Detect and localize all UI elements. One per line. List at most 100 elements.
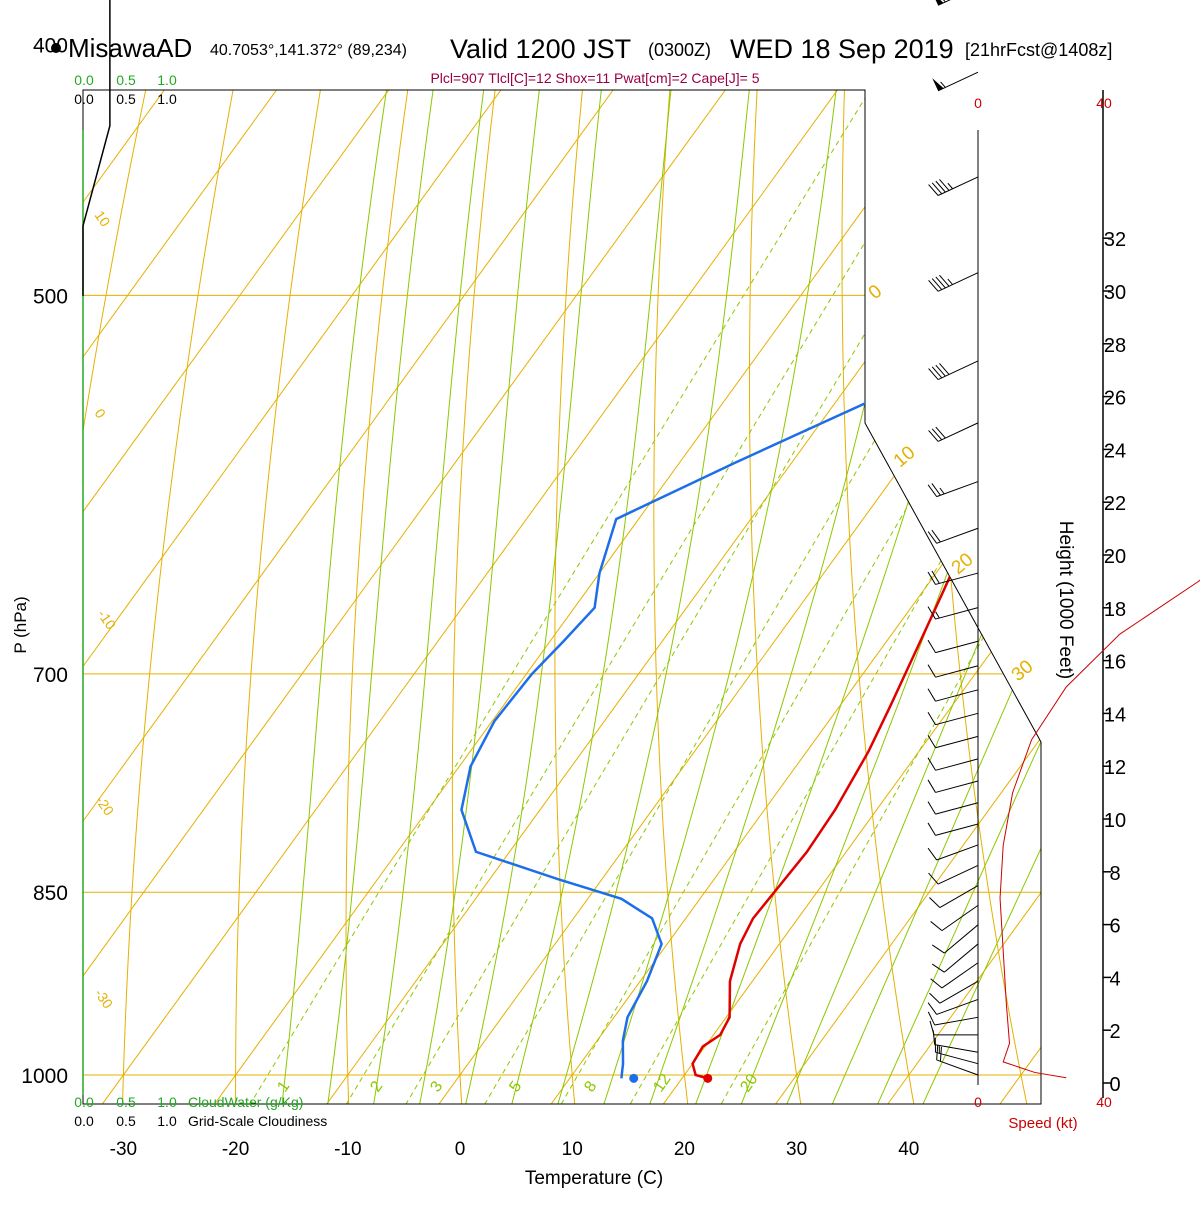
- cloudiness-tick-top: 1.0: [157, 91, 177, 107]
- temperature-tick-label: 30: [786, 1139, 807, 1160]
- cloudwater-tick-bottom: 0.0: [74, 1094, 94, 1110]
- wind-barb-feather: [932, 279, 942, 290]
- mixing-ratio-line: [439, 44, 1110, 1182]
- wind-barb-feather: [932, 945, 944, 953]
- height-tick-label: 6: [1109, 916, 1120, 938]
- wind-barb: [928, 528, 978, 543]
- profile-layer: [461, 0, 1200, 1078]
- dry-adiabat-label: 30: [1008, 656, 1038, 686]
- isotherm-label: 0: [92, 406, 110, 422]
- wind-barb-staff: [938, 273, 978, 292]
- dry-adiabat-label: 10: [890, 442, 920, 472]
- wind-barb-feather: [928, 735, 935, 747]
- cloudiness-tick-bottom: 0.0: [74, 1113, 94, 1129]
- isotherm-line: [861, 0, 1200, 1141]
- moist-adiabat-line: [323, 0, 541, 1141]
- isotherm-line: [0, 0, 950, 1141]
- wind-barb: [928, 665, 978, 677]
- wind-barb-staff: [937, 845, 978, 860]
- wind-barb-feather: [928, 640, 935, 652]
- wind-barb: [931, 963, 978, 988]
- wind-barb: [932, 72, 978, 91]
- mixing-ratio-label: 8: [581, 1078, 600, 1095]
- wind-barb-feather: [928, 848, 937, 860]
- wind-barb: [928, 823, 978, 835]
- wind-barb-staff: [935, 713, 978, 724]
- height-tick-label: 26: [1104, 388, 1126, 410]
- height-tick-label: 16: [1104, 652, 1126, 674]
- isotherm-label: 10: [92, 208, 114, 230]
- x-axis-label: Temperature (C): [525, 1168, 663, 1189]
- wind-barb-feather: [932, 367, 942, 378]
- wind-barb: [928, 689, 978, 701]
- mixing-ratio-line: [516, 44, 1178, 1182]
- wind-barb-staff: [935, 1017, 978, 1025]
- speed-tick-top: 0: [974, 95, 982, 111]
- isotherm-line: [188, 0, 1200, 1141]
- wind-barb: [929, 177, 978, 196]
- dry-adiabat-line: [236, 0, 448, 1141]
- wind-barb: [928, 640, 978, 652]
- dry-adiabat-line: [122, 0, 373, 1141]
- wind-barb-pennant: [932, 0, 943, 5]
- height-tick-label: 28: [1104, 335, 1126, 357]
- cloudwater-label: CloudWater (g/Kg): [188, 1094, 303, 1110]
- temperature-profile-line: [693, 0, 1200, 1078]
- height-tick-label: 0: [1109, 1074, 1120, 1096]
- valid-date: WED 18 Sep 2019: [730, 34, 954, 64]
- wind-barb-feather: [928, 665, 935, 677]
- wind-barb-feather: [928, 1003, 937, 1015]
- temperature-tick-label: -30: [110, 1139, 137, 1160]
- dry-adiabat-line: [0, 0, 149, 1141]
- wind-barb: [931, 905, 978, 930]
- mixing-ratio-label: 5: [506, 1078, 525, 1095]
- dry-adiabat-line: [749, 0, 820, 1141]
- temperature-tick-label: 10: [562, 1139, 583, 1160]
- temperature-tick-label: -10: [334, 1139, 361, 1160]
- wind-barb-staff: [938, 177, 978, 196]
- moist-adiabat-line: [547, 0, 821, 1141]
- height-tick-label: 12: [1104, 757, 1126, 779]
- mixing-ratio-label: 3: [427, 1078, 446, 1095]
- text-layer: MisawaAD 40.7053°,141.372° (89,234) Vali…: [11, 0, 1200, 1189]
- wind-barb-pennant: [932, 78, 943, 91]
- moist-adiabat-line: [637, 0, 1005, 1141]
- moist-adiabat-line: [502, 0, 749, 1141]
- wind-barb-staff: [935, 781, 978, 792]
- pressure-tick-label: 1000: [21, 1065, 68, 1088]
- surface-dewpoint-marker: [629, 1074, 638, 1083]
- moist-adiabat-line: [278, 0, 501, 1141]
- pressure-tick-label: 850: [33, 882, 68, 905]
- height-axis-label: Height (1000 Feet): [1055, 521, 1076, 679]
- wind-barb: [929, 273, 978, 292]
- wind-barb-feather: [929, 185, 939, 196]
- wind-barb-staff: [935, 608, 978, 619]
- wind-barb-staff: [942, 905, 978, 930]
- moist-adiabat-line: [906, 0, 1200, 1141]
- cloudwater-tick-bottom: 1.0: [157, 1094, 177, 1110]
- wind-barb-feather: [929, 430, 939, 441]
- height-tick-label: 8: [1109, 863, 1120, 885]
- isotherm-line: [76, 0, 1200, 1141]
- wind-barb-staff: [940, 981, 978, 1003]
- wind-barb-feather: [931, 921, 942, 930]
- wind-barb-feather: [928, 1012, 934, 1025]
- wind-barb-half-feather: [940, 488, 944, 494]
- wind-barb-feather: [939, 179, 949, 190]
- wind-barb-staff: [944, 925, 978, 953]
- wind-barb-staff: [935, 736, 978, 747]
- wind-barb: [932, 925, 978, 953]
- wind-barb-staff: [940, 886, 978, 908]
- mixing-ratio-label: 1: [274, 1078, 293, 1095]
- height-tick-label: 32: [1104, 229, 1126, 251]
- cloudiness-tick-bottom: 0.5: [116, 1113, 136, 1129]
- isotherm-line: [0, 0, 614, 1141]
- wind-barb-staff: [935, 666, 978, 677]
- cloudwater-tick-top: 0.5: [116, 72, 136, 88]
- wind-barb-feather: [928, 823, 935, 835]
- height-tick-label: 22: [1104, 493, 1126, 515]
- cloudiness-tick-top: 0.5: [116, 91, 136, 107]
